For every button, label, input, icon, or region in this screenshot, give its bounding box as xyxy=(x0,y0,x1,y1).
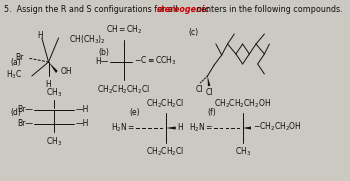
Text: Br: Br xyxy=(15,54,23,62)
Text: Br—: Br— xyxy=(18,106,34,115)
Text: stereogenic: stereogenic xyxy=(157,5,211,14)
Text: $\mathregular{-CH_2CH_2OH}$: $\mathregular{-CH_2CH_2OH}$ xyxy=(253,121,302,133)
Polygon shape xyxy=(243,127,251,129)
Polygon shape xyxy=(166,127,176,129)
Text: (f): (f) xyxy=(208,108,216,117)
Text: $\mathregular{H_3C}$: $\mathregular{H_3C}$ xyxy=(6,69,23,81)
Text: —H: —H xyxy=(75,106,89,115)
Text: H: H xyxy=(177,123,183,132)
Text: $\mathregular{CH_2CH_2CH_2OH}$: $\mathregular{CH_2CH_2CH_2OH}$ xyxy=(214,98,271,110)
Text: (e): (e) xyxy=(130,108,140,117)
Text: —H: —H xyxy=(75,119,89,129)
Text: (d): (d) xyxy=(10,108,21,117)
Text: $\mathregular{CH_2CH_2Cl}$: $\mathregular{CH_2CH_2Cl}$ xyxy=(146,146,185,159)
Text: 5.  Assign the R and S configurations for all: 5. Assign the R and S configurations for… xyxy=(4,5,180,14)
Text: (c): (c) xyxy=(188,28,198,37)
Text: Br—: Br— xyxy=(18,119,34,129)
Text: (b): (b) xyxy=(99,49,110,58)
Text: $\mathregular{CH_3}$: $\mathregular{CH_3}$ xyxy=(234,146,251,159)
Polygon shape xyxy=(208,76,210,86)
Text: $\mathregular{-C{\equiv}CCH_3}$: $\mathregular{-C{\equiv}CCH_3}$ xyxy=(134,55,176,67)
Text: $\mathregular{CH_3}$: $\mathregular{CH_3}$ xyxy=(46,135,62,148)
Text: centers in the following compounds.: centers in the following compounds. xyxy=(194,5,343,14)
Text: $\mathregular{H_2N{=}}$: $\mathregular{H_2N{=}}$ xyxy=(189,122,213,134)
Polygon shape xyxy=(49,62,58,73)
Text: $\mathregular{H_2N{=}}$: $\mathregular{H_2N{=}}$ xyxy=(111,122,135,134)
Text: (a): (a) xyxy=(10,58,21,66)
Text: $\mathregular{CH_2CH_2CH_2Cl}$: $\mathregular{CH_2CH_2CH_2Cl}$ xyxy=(97,83,150,96)
Text: Cl: Cl xyxy=(205,88,213,97)
Text: H—: H— xyxy=(96,58,109,66)
Text: H: H xyxy=(46,80,51,89)
Text: $\mathregular{CH_3}$: $\mathregular{CH_3}$ xyxy=(46,87,62,99)
Text: $\mathregular{CH(CH_3)_2}$: $\mathregular{CH(CH_3)_2}$ xyxy=(69,33,105,45)
Text: $\mathregular{CH{=}CH_2}$: $\mathregular{CH{=}CH_2}$ xyxy=(106,24,142,36)
Text: H: H xyxy=(37,31,43,39)
Text: $\mathregular{CH_2CH_2Cl}$: $\mathregular{CH_2CH_2Cl}$ xyxy=(146,98,185,110)
Text: OH: OH xyxy=(60,68,72,77)
Text: Cl: Cl xyxy=(195,85,203,94)
